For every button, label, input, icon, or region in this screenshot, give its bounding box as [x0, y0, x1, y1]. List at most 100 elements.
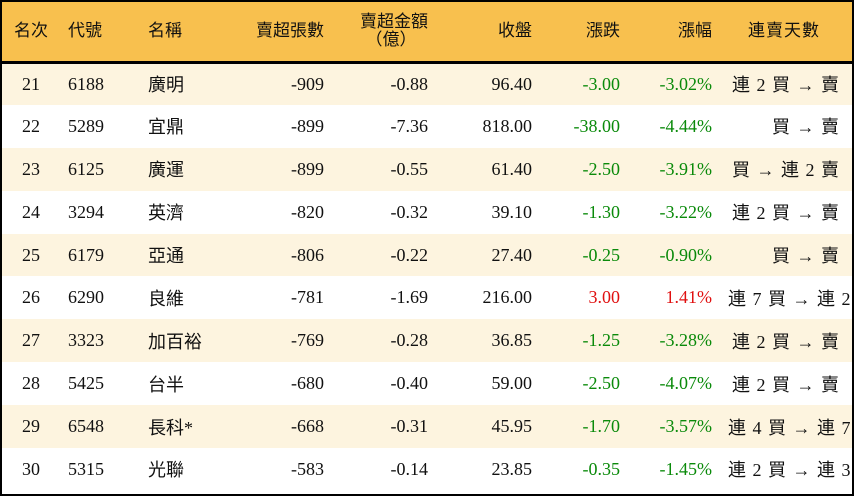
cell-change: -38.00 [573, 115, 621, 136]
cell-net-sell-amount: -0.31 [390, 416, 429, 437]
cell-change-pct: -3.02% [659, 73, 713, 94]
cell-streak: 買 → 賣 [772, 246, 840, 266]
cell-code[interactable]: 5425 [68, 373, 104, 394]
cell-code[interactable]: 6290 [68, 287, 104, 308]
header-close[interactable]: 收盤 [498, 21, 532, 41]
cell-net-sell-amount: -7.36 [390, 115, 429, 136]
cell-code[interactable]: 3294 [68, 201, 104, 222]
cell-rank: 29 [22, 416, 40, 437]
table-row[interactable]: 23 6125 廣運 -899 -0.55 61.40 -2.50 -3.91%… [2, 147, 852, 191]
header-change[interactable]: 漲跌 [586, 21, 620, 41]
header-code[interactable]: 代號 [68, 21, 102, 41]
cell-change: -1.70 [582, 416, 621, 437]
cell-change: -1.30 [582, 201, 621, 222]
header-change-pct[interactable]: 漲幅 [678, 21, 712, 41]
cell-change-pct: -3.57% [659, 416, 713, 437]
cell-rank: 22 [22, 115, 40, 136]
table-row[interactable]: 21 6188 廣明 -909 -0.88 96.40 -3.00 -3.02%… [2, 62, 852, 105]
header-net-sell-amount[interactable]: 賣超金額 （億） [332, 2, 436, 62]
cell-code[interactable]: 3323 [68, 330, 104, 351]
cell-rank: 23 [22, 158, 40, 179]
cell-net-sell-amount: -0.28 [390, 330, 429, 351]
cell-change: -3.00 [582, 73, 621, 94]
cell-name[interactable]: 亞通 [148, 246, 184, 266]
cell-close: 36.85 [491, 330, 533, 351]
cell-change-pct: -4.44% [659, 115, 713, 136]
cell-streak: 連 2 買 → 賣 [732, 331, 840, 352]
cell-streak: 連 4 買 → 連 7 賣 [728, 417, 854, 438]
cell-code[interactable]: 6188 [68, 73, 104, 94]
cell-net-sell-lots: -909 [291, 73, 324, 94]
table-row[interactable]: 26 6290 良維 -781 -1.69 216.00 3.00 1.41% … [2, 276, 854, 320]
cell-change-pct: 1.41% [665, 287, 713, 308]
cell-streak: 連 2 買 → 賣 [732, 75, 840, 96]
cell-streak: 買 → 連 2 賣 [732, 160, 840, 181]
cell-change-pct: -3.28% [659, 330, 713, 351]
cell-code[interactable]: 5315 [68, 458, 104, 479]
cell-name[interactable]: 加百裕 [148, 331, 202, 352]
cell-net-sell-amount: -0.32 [390, 201, 429, 222]
cell-close: 27.40 [491, 244, 533, 265]
cell-change: -2.50 [582, 373, 621, 394]
cell-net-sell-lots: -781 [291, 287, 324, 308]
cell-code[interactable]: 6179 [68, 244, 104, 265]
cell-rank: 21 [22, 73, 40, 94]
table-header-row: 名次 代號 名稱 賣超張數 賣超金額 （億） 收盤 漲跌 漲幅 連賣天數 [2, 2, 852, 62]
cell-rank: 24 [22, 201, 40, 222]
table-row[interactable]: 29 6548 長科* -668 -0.31 45.95 -1.70 -3.57… [2, 405, 854, 449]
cell-streak: 連 2 買 → 連 3 賣 [728, 460, 854, 481]
cell-close: 39.10 [491, 201, 533, 222]
cell-rank: 30 [22, 458, 40, 479]
table-row[interactable]: 28 5425 台半 -680 -0.40 59.00 -2.50 -4.07%… [2, 362, 852, 406]
table-row[interactable]: 24 3294 英濟 -820 -0.32 39.10 -1.30 -3.22%… [2, 190, 852, 234]
table-body: 21 6188 廣明 -909 -0.88 96.40 -3.00 -3.02%… [2, 62, 854, 491]
cell-net-sell-lots: -899 [291, 158, 324, 179]
cell-change: -1.25 [582, 330, 621, 351]
cell-streak: 買 → 賣 [772, 117, 840, 138]
cell-name[interactable]: 宜鼎 [148, 117, 184, 138]
header-net-sell-lots[interactable]: 賣超張數 [256, 21, 324, 41]
cell-net-sell-lots: -583 [291, 458, 324, 479]
cell-net-sell-lots: -899 [291, 115, 324, 136]
cell-change-pct: -1.45% [659, 458, 713, 479]
cell-rank: 27 [22, 330, 40, 351]
cell-change-pct: -0.90% [659, 244, 713, 265]
header-rank[interactable]: 名次 [14, 21, 48, 41]
cell-name[interactable]: 光聯 [148, 460, 184, 481]
cell-rank: 26 [22, 287, 40, 308]
header-name[interactable]: 名稱 [148, 21, 182, 41]
header-net-sell-amount-unit: （億） [365, 30, 417, 50]
cell-streak: 連 2 買 → 賣 [732, 203, 840, 224]
cell-change: -0.25 [582, 244, 621, 265]
cell-close: 23.85 [491, 458, 533, 479]
cell-net-sell-lots: -820 [291, 201, 324, 222]
cell-name[interactable]: 台半 [148, 374, 184, 395]
cell-name[interactable]: 英濟 [148, 203, 184, 224]
cell-rank: 25 [22, 244, 40, 265]
cell-close: 818.00 [482, 115, 533, 136]
cell-name[interactable]: 廣運 [148, 160, 184, 181]
cell-rank: 28 [22, 373, 40, 394]
table-row[interactable]: 27 3323 加百裕 -769 -0.28 36.85 -1.25 -3.28… [2, 319, 852, 363]
cell-name[interactable]: 良維 [148, 288, 184, 309]
cell-code[interactable]: 6548 [68, 416, 104, 437]
table-row[interactable]: 22 5289 宜鼎 -899 -7.36 818.00 -38.00 -4.4… [2, 104, 852, 148]
cell-net-sell-amount: -0.88 [390, 73, 429, 94]
cell-close: 59.00 [491, 373, 533, 394]
cell-change-pct: -3.91% [659, 158, 713, 179]
cell-net-sell-amount: -0.55 [390, 158, 429, 179]
table-row[interactable]: 30 5315 光聯 -583 -0.14 23.85 -0.35 -1.45%… [2, 448, 854, 491]
cell-close: 45.95 [491, 416, 533, 437]
header-net-sell-amount-label: 賣超金額 [360, 12, 428, 32]
cell-code[interactable]: 5289 [68, 115, 104, 136]
cell-name[interactable]: 長科* [148, 417, 193, 438]
cell-name[interactable]: 廣明 [148, 75, 184, 96]
cell-change-pct: -4.07% [659, 373, 713, 394]
cell-close: 216.00 [482, 287, 533, 308]
cell-net-sell-lots: -680 [291, 373, 324, 394]
cell-net-sell-lots: -769 [291, 330, 324, 351]
table-row[interactable]: 25 6179 亞通 -806 -0.22 27.40 -0.25 -0.90%… [2, 233, 852, 277]
cell-code[interactable]: 6125 [68, 158, 104, 179]
header-streak[interactable]: 連賣天數 [748, 21, 820, 41]
